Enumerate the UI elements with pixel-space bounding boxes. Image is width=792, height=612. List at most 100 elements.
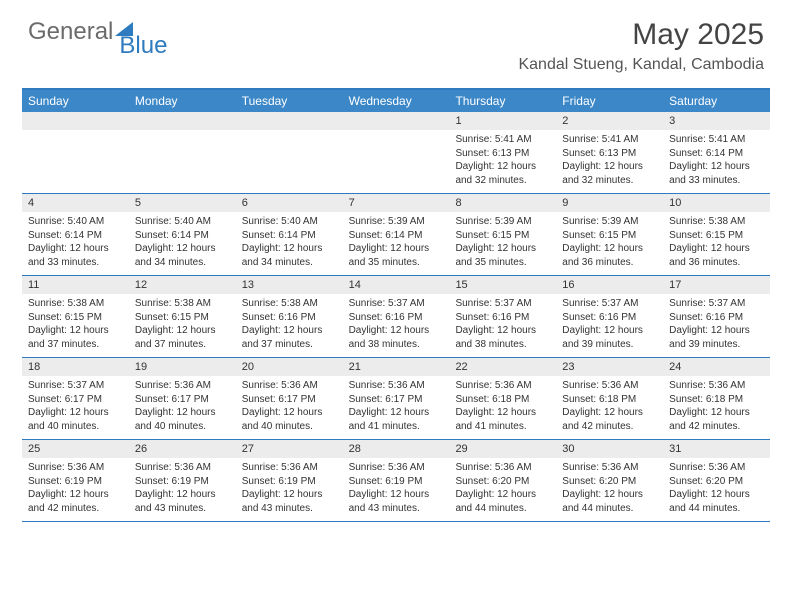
logo-text-1: General [28,18,113,46]
sunset-text: Sunset: 6:16 PM [562,311,657,325]
daylight-text: Daylight: 12 hours and 40 minutes. [135,406,230,433]
day-number: 7 [343,194,450,212]
daylight-text: Daylight: 12 hours and 35 minutes. [455,242,550,269]
day-header-sun: Sunday [22,90,129,112]
day-header-mon: Monday [129,90,236,112]
calendar-cell: 1Sunrise: 5:41 AMSunset: 6:13 PMDaylight… [449,112,556,193]
calendar-cell: 28Sunrise: 5:36 AMSunset: 6:19 PMDayligh… [343,440,450,521]
day-number: 29 [449,440,556,458]
calendar-cell: 2Sunrise: 5:41 AMSunset: 6:13 PMDaylight… [556,112,663,193]
cell-body: Sunrise: 5:36 AMSunset: 6:18 PMDaylight:… [663,376,770,439]
cell-body: Sunrise: 5:41 AMSunset: 6:13 PMDaylight:… [556,130,663,193]
calendar-cell: 8Sunrise: 5:39 AMSunset: 6:15 PMDaylight… [449,194,556,275]
cell-body: Sunrise: 5:38 AMSunset: 6:15 PMDaylight:… [129,294,236,357]
sunset-text: Sunset: 6:15 PM [455,229,550,243]
sunrise-text: Sunrise: 5:41 AM [455,133,550,147]
daylight-text: Daylight: 12 hours and 41 minutes. [349,406,444,433]
daylight-text: Daylight: 12 hours and 41 minutes. [455,406,550,433]
daylight-text: Daylight: 12 hours and 39 minutes. [562,324,657,351]
cell-body: Sunrise: 5:37 AMSunset: 6:16 PMDaylight:… [343,294,450,357]
sunrise-text: Sunrise: 5:36 AM [349,461,444,475]
day-number: 13 [236,276,343,294]
sunset-text: Sunset: 6:15 PM [28,311,123,325]
sunrise-text: Sunrise: 5:36 AM [669,461,764,475]
cell-body: Sunrise: 5:37 AMSunset: 6:16 PMDaylight:… [556,294,663,357]
daylight-text: Daylight: 12 hours and 42 minutes. [669,406,764,433]
calendar-cell: 18Sunrise: 5:37 AMSunset: 6:17 PMDayligh… [22,358,129,439]
sunrise-text: Sunrise: 5:40 AM [28,215,123,229]
sunset-text: Sunset: 6:17 PM [242,393,337,407]
day-number: 6 [236,194,343,212]
cell-body: Sunrise: 5:37 AMSunset: 6:17 PMDaylight:… [22,376,129,439]
cell-body: Sunrise: 5:36 AMSunset: 6:20 PMDaylight:… [663,458,770,521]
daylight-text: Daylight: 12 hours and 44 minutes. [562,488,657,515]
sunrise-text: Sunrise: 5:37 AM [455,297,550,311]
day-number: 22 [449,358,556,376]
cell-body: Sunrise: 5:40 AMSunset: 6:14 PMDaylight:… [129,212,236,275]
day-number: 21 [343,358,450,376]
cell-body: Sunrise: 5:41 AMSunset: 6:14 PMDaylight:… [663,130,770,193]
day-number [129,112,236,130]
week-row: 4Sunrise: 5:40 AMSunset: 6:14 PMDaylight… [22,194,770,276]
sunset-text: Sunset: 6:14 PM [669,147,764,161]
sunrise-text: Sunrise: 5:40 AM [242,215,337,229]
calendar-cell: 25Sunrise: 5:36 AMSunset: 6:19 PMDayligh… [22,440,129,521]
sunset-text: Sunset: 6:17 PM [349,393,444,407]
sunset-text: Sunset: 6:18 PM [455,393,550,407]
calendar-cell: 29Sunrise: 5:36 AMSunset: 6:20 PMDayligh… [449,440,556,521]
daylight-text: Daylight: 12 hours and 32 minutes. [455,160,550,187]
week-row: 18Sunrise: 5:37 AMSunset: 6:17 PMDayligh… [22,358,770,440]
calendar-cell: 5Sunrise: 5:40 AMSunset: 6:14 PMDaylight… [129,194,236,275]
sunrise-text: Sunrise: 5:36 AM [349,379,444,393]
cell-body: Sunrise: 5:36 AMSunset: 6:20 PMDaylight:… [556,458,663,521]
sunrise-text: Sunrise: 5:37 AM [349,297,444,311]
sunset-text: Sunset: 6:19 PM [28,475,123,489]
sunset-text: Sunset: 6:13 PM [562,147,657,161]
sunset-text: Sunset: 6:19 PM [135,475,230,489]
sunrise-text: Sunrise: 5:36 AM [28,461,123,475]
week-row: 11Sunrise: 5:38 AMSunset: 6:15 PMDayligh… [22,276,770,358]
calendar-cell: 7Sunrise: 5:39 AMSunset: 6:14 PMDaylight… [343,194,450,275]
cell-body: Sunrise: 5:36 AMSunset: 6:18 PMDaylight:… [556,376,663,439]
daylight-text: Daylight: 12 hours and 32 minutes. [562,160,657,187]
cell-body: Sunrise: 5:39 AMSunset: 6:14 PMDaylight:… [343,212,450,275]
daylight-text: Daylight: 12 hours and 37 minutes. [28,324,123,351]
day-number: 2 [556,112,663,130]
sunset-text: Sunset: 6:17 PM [28,393,123,407]
calendar: Sunday Monday Tuesday Wednesday Thursday… [22,88,770,522]
day-number: 30 [556,440,663,458]
day-number: 4 [22,194,129,212]
sunset-text: Sunset: 6:20 PM [455,475,550,489]
calendar-cell: 22Sunrise: 5:36 AMSunset: 6:18 PMDayligh… [449,358,556,439]
cell-body: Sunrise: 5:36 AMSunset: 6:17 PMDaylight:… [129,376,236,439]
day-number: 23 [556,358,663,376]
cell-body: Sunrise: 5:40 AMSunset: 6:14 PMDaylight:… [22,212,129,275]
sunset-text: Sunset: 6:19 PM [349,475,444,489]
day-number: 5 [129,194,236,212]
cell-body: Sunrise: 5:38 AMSunset: 6:15 PMDaylight:… [22,294,129,357]
cell-body: Sunrise: 5:36 AMSunset: 6:17 PMDaylight:… [236,376,343,439]
cell-body: Sunrise: 5:41 AMSunset: 6:13 PMDaylight:… [449,130,556,193]
sunrise-text: Sunrise: 5:37 AM [562,297,657,311]
daylight-text: Daylight: 12 hours and 42 minutes. [562,406,657,433]
calendar-cell: 19Sunrise: 5:36 AMSunset: 6:17 PMDayligh… [129,358,236,439]
sunrise-text: Sunrise: 5:36 AM [562,379,657,393]
title-block: May 2025 Kandal Stueng, Kandal, Cambodia [518,18,764,74]
day-number: 20 [236,358,343,376]
cell-body: Sunrise: 5:36 AMSunset: 6:19 PMDaylight:… [22,458,129,521]
calendar-cell [129,112,236,193]
cell-body: Sunrise: 5:36 AMSunset: 6:18 PMDaylight:… [449,376,556,439]
day-header-tue: Tuesday [236,90,343,112]
logo-text-2: Blue [119,32,167,60]
day-number [236,112,343,130]
sunrise-text: Sunrise: 5:36 AM [135,461,230,475]
daylight-text: Daylight: 12 hours and 43 minutes. [135,488,230,515]
sunset-text: Sunset: 6:20 PM [562,475,657,489]
daylight-text: Daylight: 12 hours and 43 minutes. [242,488,337,515]
daylight-text: Daylight: 12 hours and 42 minutes. [28,488,123,515]
sunrise-text: Sunrise: 5:36 AM [242,379,337,393]
sunset-text: Sunset: 6:14 PM [28,229,123,243]
calendar-cell: 15Sunrise: 5:37 AMSunset: 6:16 PMDayligh… [449,276,556,357]
sunrise-text: Sunrise: 5:36 AM [562,461,657,475]
calendar-cell: 3Sunrise: 5:41 AMSunset: 6:14 PMDaylight… [663,112,770,193]
